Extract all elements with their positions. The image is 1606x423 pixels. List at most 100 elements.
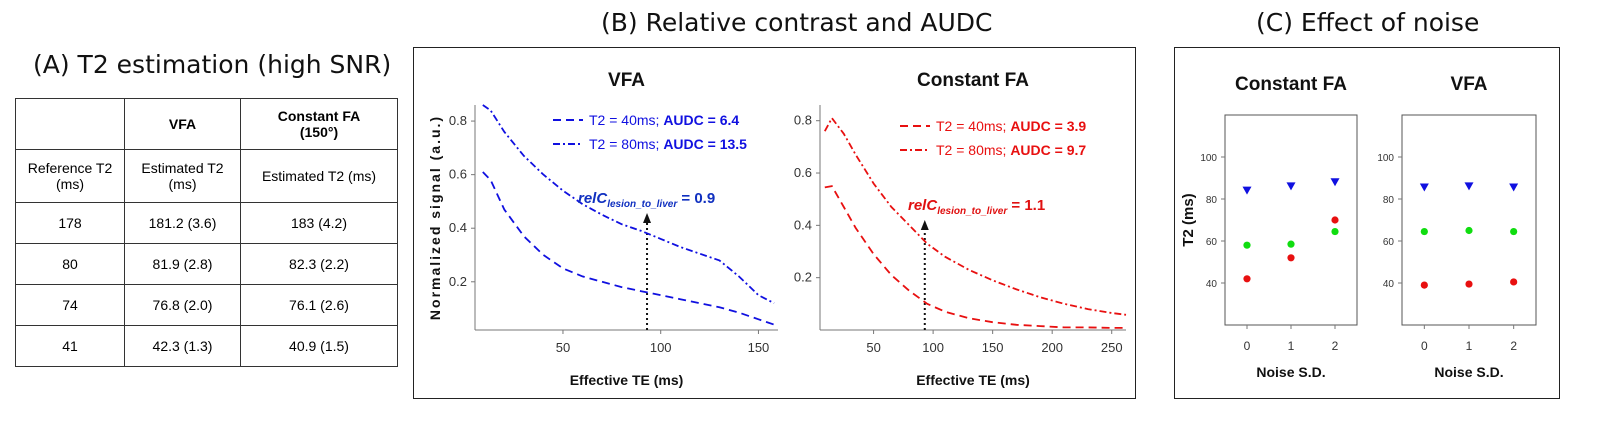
y-tick-label: 0.4 xyxy=(794,217,812,232)
x-tick-label: 150 xyxy=(982,340,1004,355)
x-axis-label: Effective TE (ms) xyxy=(570,372,684,388)
x-tick-label: 1 xyxy=(1466,339,1473,353)
table-subheader-cell: Reference T2 (ms) xyxy=(15,149,125,203)
legend-entry: T2 = 40ms; AUDC = 6.4 xyxy=(589,112,739,128)
x-axis-label: Effective TE (ms) xyxy=(916,372,1030,388)
x-tick-label: 250 xyxy=(1101,340,1123,355)
chart-noise-vfa: VFA 40 60 80 100 0 1 2 Noise S.D. xyxy=(1377,74,1537,380)
table-header-row: VFA Constant FA (150°) xyxy=(15,98,398,150)
chart-title: Constant FA xyxy=(917,70,1029,91)
x-tick-label: 150 xyxy=(748,340,770,355)
relc-subscript: lesion_to_liver xyxy=(937,206,1008,217)
table-cell: 178 xyxy=(15,202,125,244)
table-subheader-cell: Estimated T2 (ms) xyxy=(240,149,398,203)
table-cell: 81.9 (2.8) xyxy=(124,243,241,285)
y-axis-label: Normalized signal (a.u.) xyxy=(427,115,443,320)
table-header-cell xyxy=(15,98,125,150)
data-point xyxy=(1287,240,1295,248)
data-point xyxy=(1331,216,1339,224)
data-point xyxy=(1287,254,1295,262)
data-point xyxy=(1331,227,1339,236)
data-point-triangle xyxy=(1509,183,1519,192)
x-tick-label: 50 xyxy=(866,340,880,355)
panel-c-frame xyxy=(1174,47,1560,399)
legend-audc: AUDC = 6.4 xyxy=(663,112,739,128)
legend-entry: T2 = 40ms; AUDC = 3.9 xyxy=(936,118,1086,134)
series-line xyxy=(824,116,1127,316)
table-cell: 76.8 (2.0) xyxy=(124,284,241,326)
data-point-triangle xyxy=(1286,182,1296,191)
y-tick-label: 60 xyxy=(1206,237,1218,248)
legend-label: T2 = 40ms; xyxy=(936,118,1010,134)
legend-audc: AUDC = 9.7 xyxy=(1010,142,1086,158)
chart-constant-fa-signal: Constant FA 0.2 0.4 0.6 0.8 50 100 150 200 250 Eff… xyxy=(794,70,1127,388)
table-cell: 74 xyxy=(15,284,125,326)
data-point xyxy=(1420,281,1428,289)
y-tick-label: 0.2 xyxy=(449,274,467,289)
y-tick-label: 0.2 xyxy=(794,270,812,285)
panel-b-frame xyxy=(413,47,1136,399)
table-cell: 82.3 (2.2) xyxy=(240,243,398,285)
table-cell: 181.2 (3.6) xyxy=(124,202,241,244)
y-tick-label: 0.6 xyxy=(794,165,812,180)
y-tick-label: 40 xyxy=(1206,279,1218,290)
data-point xyxy=(1243,241,1251,249)
legend-audc: AUDC = 3.9 xyxy=(1010,118,1086,134)
header-angle: (150°) xyxy=(299,124,339,140)
y-axis-label: T2 (ms) xyxy=(1180,193,1197,246)
x-tick-label: 100 xyxy=(922,340,944,355)
x-tick-label: 100 xyxy=(650,340,672,355)
data-point-triangle xyxy=(1464,182,1474,191)
data-point-triangle xyxy=(1242,186,1252,195)
table-row: 178 181.2 (3.6) 183 (4.2) xyxy=(15,202,398,244)
chart-noise-constant-fa: Constant FA 40 60 80 100 0 1 2 Noise S.D. T2 (ms) xyxy=(1180,74,1358,380)
y-tick-label: 0.8 xyxy=(449,113,467,128)
table-subheader-row: Reference T2 (ms) Estimated T2 (ms) Esti… xyxy=(15,149,398,203)
chart-title: Constant FA xyxy=(1235,74,1347,95)
data-point xyxy=(1243,275,1251,283)
plot-frame xyxy=(1401,114,1537,326)
relc-value: = 0.9 xyxy=(677,190,715,207)
data-point xyxy=(1510,278,1518,286)
data-point xyxy=(1510,227,1518,236)
y-tick-label: 80 xyxy=(1383,195,1395,206)
legend-label: T2 = 40ms; xyxy=(589,112,663,128)
table-row: 80 81.9 (2.8) 82.3 (2.2) xyxy=(15,243,398,285)
panel-c-title: (C) Effect of noise xyxy=(1256,8,1480,37)
y-tick-label: 100 xyxy=(1200,153,1217,164)
relc-symbol: relC xyxy=(578,190,608,207)
table-subheader-cell: Estimated T2 (ms) xyxy=(124,149,241,203)
legend-entry: T2 = 80ms; AUDC = 13.5 xyxy=(589,136,747,152)
y-tick-label: 0.4 xyxy=(449,220,467,235)
data-point-triangle xyxy=(1419,183,1429,192)
relc-annotation: relClesion_to_liver = 1.1 xyxy=(908,197,1045,217)
y-tick-label: 0.8 xyxy=(794,113,812,128)
y-tick-label: 0.6 xyxy=(449,167,467,182)
x-tick-label: 2 xyxy=(1332,339,1339,353)
legend-label: T2 = 80ms; xyxy=(936,142,1010,158)
legend-entry: T2 = 80ms; AUDC = 9.7 xyxy=(936,142,1086,158)
table-cell: 42.3 (1.3) xyxy=(124,325,241,367)
contrast-arrow-head xyxy=(643,213,652,223)
x-tick-label: 2 xyxy=(1510,339,1517,353)
contrast-arrow-head xyxy=(920,220,929,230)
x-tick-label: 0 xyxy=(1421,339,1428,353)
data-point xyxy=(1465,226,1473,235)
relc-symbol: relC xyxy=(908,197,938,214)
y-tick-label: 80 xyxy=(1206,195,1218,206)
relc-annotation: relClesion_to_liver = 0.9 xyxy=(578,190,715,210)
y-tick-label: 40 xyxy=(1383,279,1395,290)
chart-title: VFA xyxy=(1451,74,1488,95)
data-point xyxy=(1465,280,1473,288)
x-tick-label: 1 xyxy=(1288,339,1295,353)
legend-audc: AUDC = 13.5 xyxy=(663,136,747,152)
table-cell: 40.9 (1.5) xyxy=(240,325,398,367)
x-tick-label: 50 xyxy=(556,340,570,355)
header-const-fa: Constant FA xyxy=(277,108,361,124)
x-axis-label: Noise S.D. xyxy=(1256,364,1325,380)
x-tick-label: 200 xyxy=(1041,340,1063,355)
data-point-triangle xyxy=(1330,178,1340,187)
chart-title: VFA xyxy=(608,70,645,91)
legend-label: T2 = 80ms; xyxy=(589,136,663,152)
